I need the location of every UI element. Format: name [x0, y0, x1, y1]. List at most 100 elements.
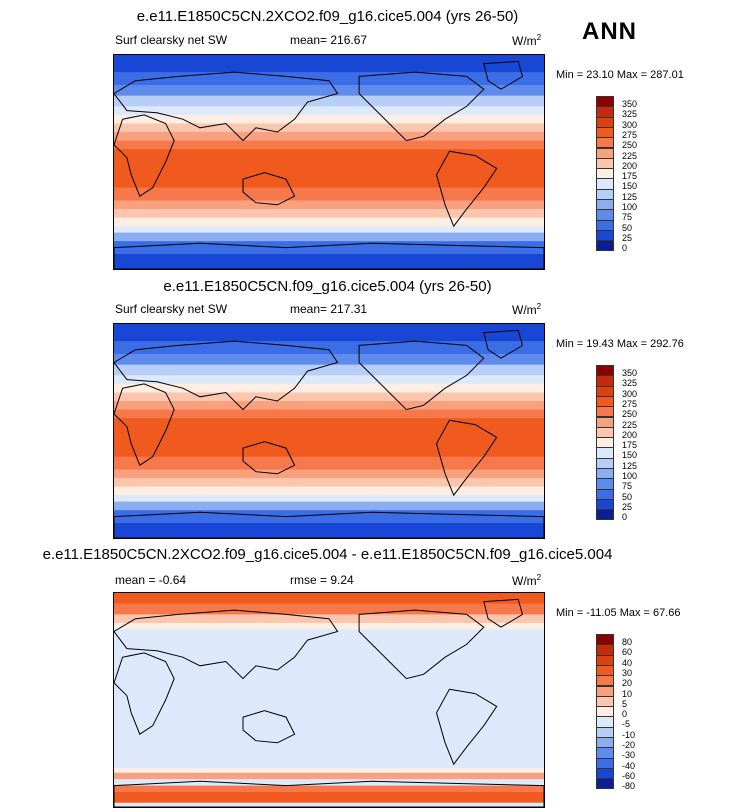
colorbar-level-label: 250	[622, 409, 638, 420]
coastline	[358, 340, 485, 411]
colorbar-level-label: 150	[622, 181, 638, 192]
colorbar-level-label: 10	[622, 688, 633, 699]
colorbar-level-label: -80	[622, 781, 636, 792]
panel2-title: e.e11.E1850C5CN.f09_g16.cice5.004 (yrs 2…	[163, 278, 492, 295]
panel3-rmse: rmse = 9.24	[290, 573, 354, 587]
coastline	[114, 114, 175, 197]
latitude-band	[114, 123, 544, 133]
latitude-band	[114, 95, 544, 107]
latitude-band	[114, 510, 544, 524]
colorbar-level-label: 75	[622, 212, 633, 223]
colorbar-level-label: 100	[622, 471, 638, 481]
latitude-band	[114, 401, 544, 411]
latitude-band	[114, 187, 544, 202]
colorbar-level-label: 125	[622, 460, 638, 471]
coastline	[483, 60, 524, 90]
colorbar-level-label: -5	[622, 719, 631, 730]
coastline	[114, 340, 339, 411]
colorbar-swatch	[596, 509, 614, 521]
colorbar-level-label: 150	[622, 450, 638, 461]
latitude-band	[114, 226, 544, 234]
colorbar-level-label: -10	[622, 729, 636, 740]
colorbar-level-label: 175	[622, 440, 638, 451]
coastline	[483, 598, 524, 628]
coastline	[435, 419, 498, 497]
colorbar-level-label: -60	[622, 770, 636, 781]
panel1-mean: mean= 216.67	[290, 33, 368, 47]
coastline	[358, 71, 485, 142]
panel1-min-max: Min = 23.10 Max = 287.01	[556, 69, 684, 81]
colorbar-level-label: 250	[622, 140, 638, 151]
coastline	[435, 688, 498, 766]
colorbar-level-label: 20	[622, 678, 633, 689]
colorbar-level-label: 50	[622, 222, 633, 233]
colorbar-level-label: 175	[622, 171, 638, 182]
colorbar-level-label: 40	[622, 657, 633, 668]
coastline	[483, 329, 524, 359]
colorbar-level-label: 225	[622, 419, 638, 430]
colorbar-level-label: 300	[622, 388, 638, 399]
map-canvas	[114, 593, 544, 807]
latitude-band	[114, 785, 544, 793]
colorbar-level-label: 25	[622, 501, 633, 512]
map-canvas	[114, 55, 544, 269]
panel3-min-max: Min = -11.05 Max = 67.66	[556, 607, 681, 619]
colorbar-level-label: 275	[622, 398, 638, 409]
latitude-band	[114, 456, 544, 471]
coastline	[114, 511, 544, 538]
panel2-map	[113, 323, 545, 539]
colorbar-level-label: 60	[622, 647, 633, 658]
latitude-band	[114, 792, 544, 804]
latitude-band	[114, 486, 544, 496]
coastline	[114, 780, 544, 807]
colorbar-level-label: 275	[622, 129, 638, 140]
latitude-band	[114, 375, 544, 385]
latitude-band	[114, 768, 544, 774]
latitude-band	[114, 593, 544, 605]
panel1-title: e.e11.E1850C5CN.2XCO2.f09_g16.cice5.004 …	[136, 8, 519, 25]
latitude-band	[114, 84, 544, 97]
coastline	[242, 172, 296, 206]
latitude-band	[114, 132, 544, 142]
latitude-band	[114, 140, 544, 150]
latitude-band	[114, 392, 544, 402]
coastline	[242, 441, 296, 475]
coastline	[114, 383, 175, 466]
latitude-band	[114, 802, 544, 807]
colorbar-level-label: 350	[622, 99, 638, 109]
colorbar-level-label: -40	[622, 760, 636, 771]
colorbar-level-label: 0	[622, 709, 628, 720]
coastline	[435, 150, 498, 228]
season-label: ANN	[582, 18, 637, 45]
colorbar-level-label: 325	[622, 378, 638, 389]
colorbar-level-label: 30	[622, 667, 633, 678]
latitude-band	[114, 501, 544, 511]
coastline	[114, 609, 339, 680]
latitude-band	[114, 353, 544, 366]
panel3-mean: mean = -0.64	[115, 573, 187, 587]
colorbar-level-label: 5	[622, 698, 628, 709]
latitude-band	[114, 217, 544, 227]
colorbar-level-label: -20	[622, 740, 636, 750]
coastline	[114, 71, 339, 142]
colorbar-level-label: 0	[622, 512, 628, 523]
colorbar-level-label: 125	[622, 191, 638, 202]
latitude-band	[114, 409, 544, 419]
latitude-band	[114, 241, 544, 255]
colorbar-level-label: 80	[622, 637, 633, 647]
panel2-variable: Surf clearsky net SW	[115, 302, 228, 316]
panel3-units: W/m2	[512, 573, 542, 588]
colorbar-swatch	[596, 778, 614, 790]
colorbar-level-label: 325	[622, 109, 638, 120]
latitude-band	[114, 469, 544, 479]
coastline	[358, 609, 485, 680]
colorbar-level-label: 25	[622, 232, 633, 243]
latitude-band	[114, 149, 544, 189]
colorbar-level-label: 200	[622, 429, 638, 440]
panel1-map	[113, 54, 545, 270]
latitude-band	[114, 55, 544, 73]
colorbar-level-label: 0	[622, 243, 628, 254]
latitude-band	[114, 114, 544, 124]
panel3-title: e.e11.E1850C5CN.2XCO2.f09_g16.cice5.004 …	[42, 546, 613, 563]
latitude-band	[114, 603, 544, 615]
